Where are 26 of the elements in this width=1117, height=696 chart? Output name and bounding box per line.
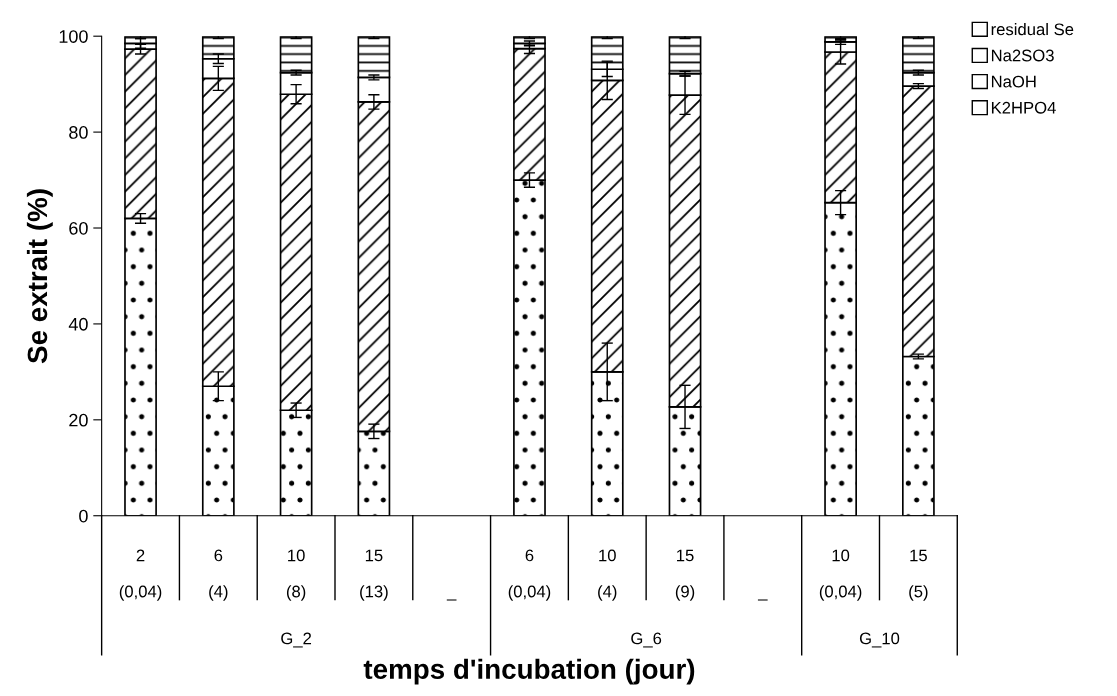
- category-label: 2 (0,04): [119, 549, 162, 601]
- y-tick-label: 20: [69, 413, 88, 427]
- y-axis-title: Se extrait (%): [26, 189, 53, 364]
- category-label: 10 (8): [286, 549, 306, 601]
- legend-label: residual Se: [991, 23, 1074, 36]
- text: G_6: [631, 632, 662, 648]
- y-tick-label: 0: [79, 509, 88, 523]
- x-axis-title: temps d'incubation (jour): [363, 658, 695, 685]
- category-label: 15 (13): [360, 549, 388, 601]
- y-tick-label: 40: [68, 317, 88, 331]
- category-label: 6 (0,04): [508, 549, 551, 601]
- y-tick-label: 100: [59, 30, 88, 43]
- text: G_10: [859, 632, 900, 648]
- y-tick-label: 80: [69, 126, 88, 139]
- category-label: 10 (4): [598, 549, 617, 601]
- y-tick-label: 60: [69, 221, 88, 235]
- x-tick-label: _: [757, 599, 768, 601]
- category-label: 6 (4): [209, 549, 228, 601]
- text: G_2: [281, 632, 312, 648]
- legend-label: Na2SO3: [991, 49, 1054, 62]
- category-label: 10 (0,04): [819, 549, 862, 601]
- legend-label: NaOH: [991, 75, 1036, 88]
- category-label: 15 (9): [675, 549, 695, 601]
- category-label: 15 (5): [909, 549, 928, 601]
- x-tick-label: _: [446, 599, 457, 601]
- legend-label: K2HPO4: [991, 101, 1056, 114]
